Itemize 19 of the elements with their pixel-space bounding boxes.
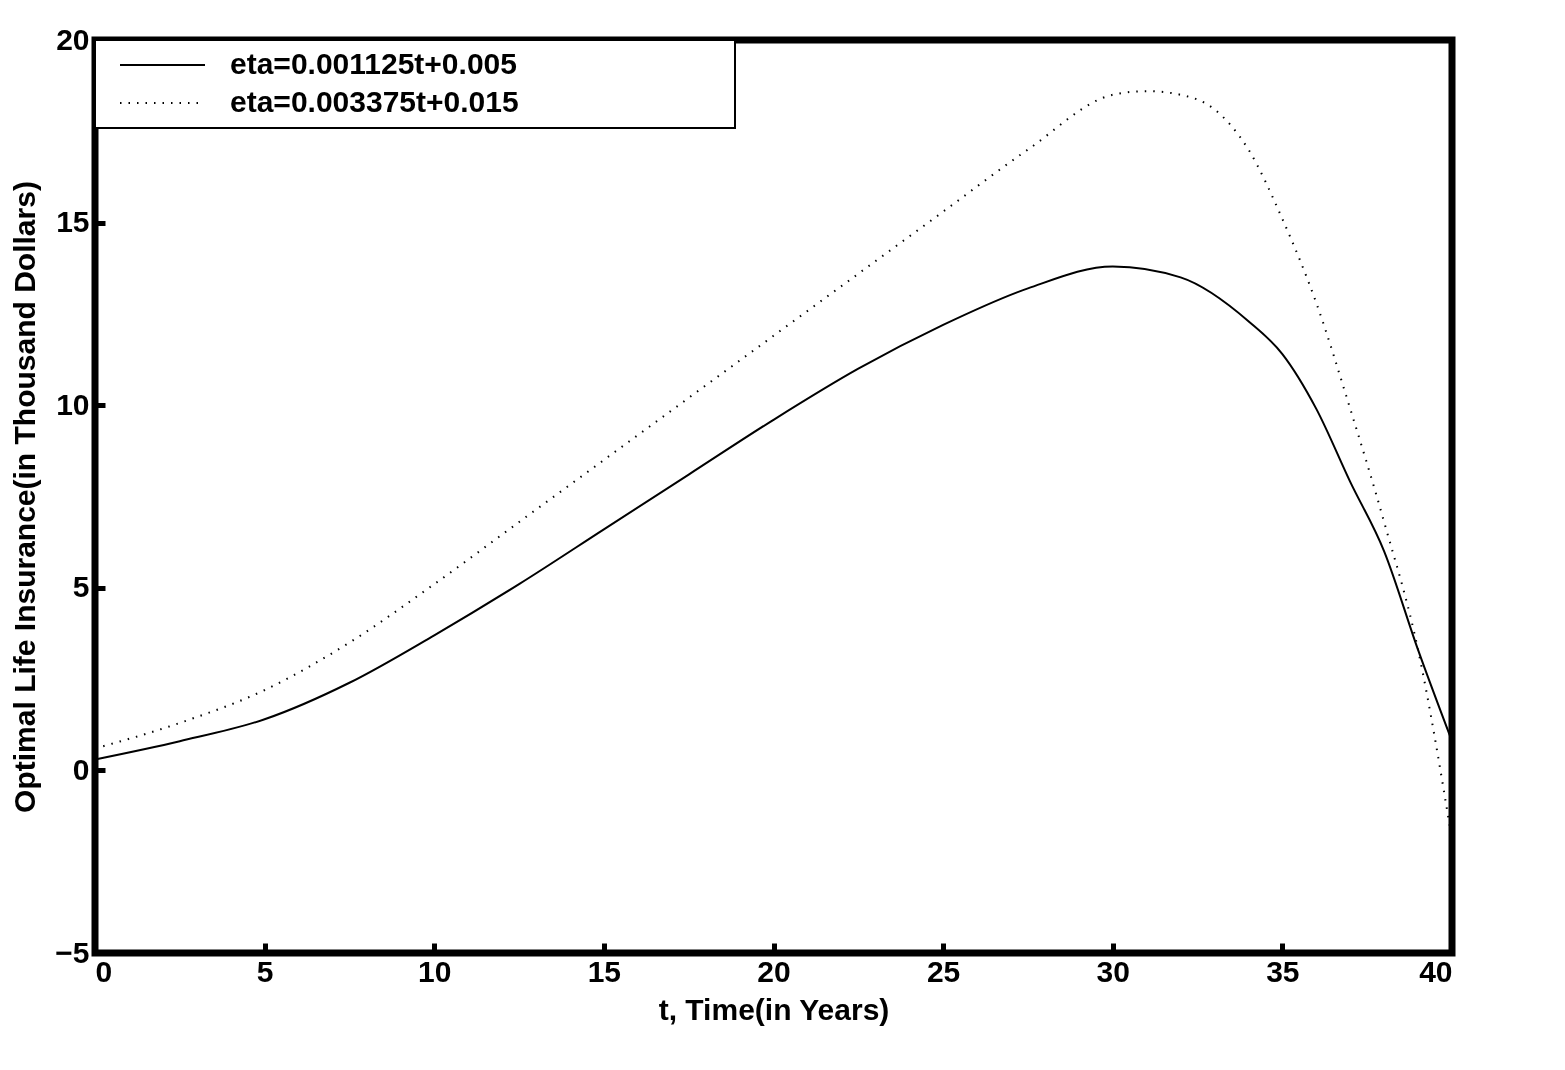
- x-tick-label: 25: [926, 954, 961, 988]
- x-tick-label: 5: [256, 954, 274, 988]
- legend-label: eta=0.001125t+0.005: [230, 47, 517, 80]
- x-tick-label: 35: [1266, 954, 1300, 988]
- y-tick-label: 10: [56, 387, 90, 421]
- y-tick-label: −5: [55, 935, 90, 969]
- x-tick-label: 0: [95, 954, 113, 988]
- x-tick-label: 30: [1096, 954, 1130, 988]
- y-tick-label: 5: [72, 570, 90, 604]
- y-tick-label: 0: [72, 752, 90, 786]
- x-tick-label: 10: [418, 954, 452, 988]
- x-tick-label: 40: [1419, 954, 1453, 988]
- y-tick-label: 20: [56, 22, 90, 56]
- x-tick-label: 15: [587, 954, 622, 988]
- y-axis-title: Optimal Life Insurance(in Thousand Dollars): [8, 181, 42, 813]
- x-axis-title: t, Time(in Years): [658, 992, 890, 1026]
- x-tick-label: 20: [757, 954, 791, 988]
- y-tick-label: 15: [56, 205, 90, 239]
- legend-label: eta=0.003375t+0.015: [230, 85, 519, 118]
